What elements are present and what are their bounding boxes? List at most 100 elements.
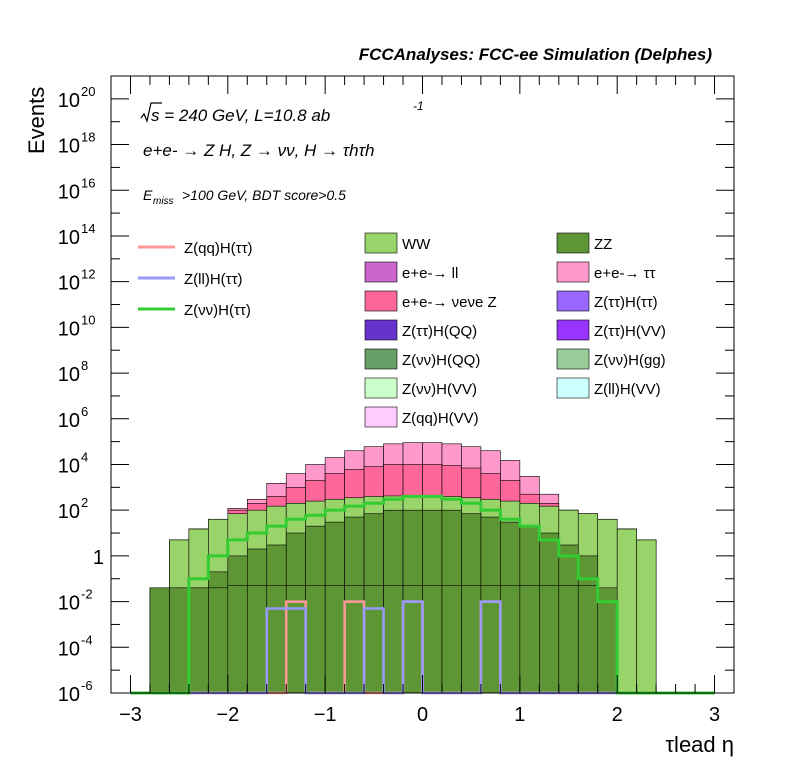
sqrt-s-text: s = 240 GeV, L=10.8 ab <box>151 106 330 125</box>
bar-ZZ-23 <box>577 585 599 694</box>
y-axis-label: Events <box>24 87 49 154</box>
legend-label: Z(ττ)H(QQ) <box>402 323 477 340</box>
legend-label: Z(νν)H(ττ) <box>184 302 251 319</box>
y-tick-exponent: 8 <box>81 358 88 373</box>
legend-swatch-ee_nunuZ <box>364 290 398 312</box>
y-tick-label: 1 <box>93 547 104 569</box>
bar-ZZ-13 <box>383 585 404 694</box>
legend-swatch-WW <box>364 232 398 254</box>
x-tick-label: −2 <box>216 704 239 726</box>
bar-WW-26 <box>636 539 657 694</box>
x-tick-label: −1 <box>314 704 337 726</box>
legend-label: e+e-→ νeνe Z <box>402 294 497 311</box>
bar-ZZ-3 <box>188 587 209 694</box>
x-tick-label: 0 <box>417 704 428 726</box>
cut-subscript: miss <box>153 196 174 207</box>
bar-ZZ-4 <box>208 587 229 694</box>
legend-label: Z(ττ)H(ττ) <box>594 294 658 311</box>
legend-swatch-Znunu_Hgg <box>556 348 590 370</box>
legend-swatch-ee_ll <box>364 261 398 283</box>
bar-ZZ-9 <box>305 585 326 694</box>
x-tick-label: 2 <box>612 704 623 726</box>
legend-label: Z(ττ)H(VV) <box>594 323 666 340</box>
bar-ZZ-6 <box>246 585 268 694</box>
y-tick-exponent: 2 <box>81 495 88 510</box>
y-tick-label: 10 <box>58 136 80 158</box>
cut-e-symbol: E <box>143 187 153 203</box>
bar-ZZ-19 <box>500 585 521 694</box>
y-tick-label: 10 <box>58 318 80 340</box>
line-sig_nunu <box>130 494 715 695</box>
legend-label: Z(νν)H(gg) <box>594 352 666 369</box>
y-tick-label: 10 <box>58 501 80 523</box>
annotation-sqrt-s: s = 240 GeV, L=10.8 ab -1 <box>140 99 424 125</box>
legend-swatch-Zqq_HVV <box>364 406 398 428</box>
cut-text: >100 GeV, BDT score>0.5 <box>182 187 346 203</box>
legend-swatch-ee_tautau <box>556 261 590 283</box>
y-tick-exponent: -4 <box>81 632 93 647</box>
process-annotation: e+e- → Z H, Z → νν, H → τhτh <box>143 141 374 160</box>
bar-ZZ-21 <box>539 585 560 694</box>
axis-ticks <box>111 76 734 694</box>
y-tick-exponent: 10 <box>81 312 95 327</box>
legend-label: WW <box>402 236 431 253</box>
bar-ZZ-7 <box>266 585 287 694</box>
legend-label: Z(νν)H(VV) <box>402 381 477 398</box>
x-axis-label: τlead η <box>665 732 734 757</box>
y-tick-label: 10 <box>58 455 80 477</box>
x-tick-labels: −3 −2 −1 0 1 2 3 <box>119 704 720 726</box>
y-tick-exponent: 6 <box>81 404 88 419</box>
bar-ZZ-15 <box>422 585 443 694</box>
cut-annotation: E miss >100 GeV, BDT score>0.5 <box>143 187 346 207</box>
legend-label: Z(qq)H(ττ) <box>184 240 253 257</box>
y-tick-label: 10 <box>58 181 80 203</box>
legend-swatch-Ztautau_HQQ <box>364 319 398 341</box>
y-tick-exponent: -2 <box>81 587 93 602</box>
legend: Z(qq)H(ττ) Z(ll)H(ττ) Z(νν)H(ττ) WW ZZ e+e-→ … <box>138 232 666 428</box>
bar-ZZ-16 <box>441 585 462 694</box>
x-tick-label: 1 <box>514 704 525 726</box>
y-tick-exponent: 4 <box>81 449 88 464</box>
legend-swatch-Ztautau_HVV <box>556 319 590 341</box>
y-tick-label: 10 <box>58 593 80 615</box>
y-tick-label: 10 <box>58 273 80 295</box>
bar-ZZ-2 <box>169 587 190 694</box>
y-tick-label: 10 <box>58 410 80 432</box>
y-tick-label: 10 <box>58 90 80 112</box>
y-tick-exponent: 16 <box>81 175 95 190</box>
bar-ZZ-22 <box>558 585 579 694</box>
y-tick-label: 10 <box>58 364 80 386</box>
legend-label: Z(νν)H(QQ) <box>402 352 480 369</box>
y-tick-label: 10 <box>58 638 80 660</box>
legend-swatch-Ztautau_Htautau <box>556 290 590 312</box>
bar-ZZ-20 <box>519 585 540 694</box>
x-tick-label: 3 <box>709 704 720 726</box>
legend-swatch-Zll_HVV <box>556 377 590 399</box>
legend-label: e+e-→ ll <box>402 265 458 282</box>
x-tick-label: −3 <box>119 704 142 726</box>
legend-swatch-ZZ <box>556 232 590 254</box>
bar-ZZ-5 <box>227 585 248 694</box>
y-tick-label: 10 <box>58 227 80 249</box>
legend-label: Z(ll)H(VV) <box>594 381 661 398</box>
chart-title: FCCAnalyses: FCC-ee Simulation (Delphes) <box>359 45 713 64</box>
bar-ZZ-10 <box>324 585 345 694</box>
bar-WW-25 <box>616 528 637 694</box>
legend-label: e+e-→ ττ <box>594 265 656 282</box>
bar-ZZ-24 <box>597 587 618 694</box>
y-tick-exponent: -6 <box>81 678 93 693</box>
y-tick-exponent: 14 <box>81 221 95 236</box>
lumi-exponent: -1 <box>413 99 424 113</box>
legend-swatch-Znunu_HQQ <box>364 348 398 370</box>
y-tick-exponent: 20 <box>81 84 95 99</box>
legend-swatch-Znunu_HVV <box>364 377 398 399</box>
legend-label: ZZ <box>594 236 612 253</box>
bar-ZZ-12 <box>363 585 384 694</box>
y-tick-exponent: 18 <box>81 130 95 145</box>
y-tick-label: 10 <box>58 684 80 706</box>
bar-ZZ-1 <box>149 587 170 694</box>
legend-label: Z(ll)H(ττ) <box>184 271 243 288</box>
y-tick-exponent: 12 <box>81 267 95 282</box>
